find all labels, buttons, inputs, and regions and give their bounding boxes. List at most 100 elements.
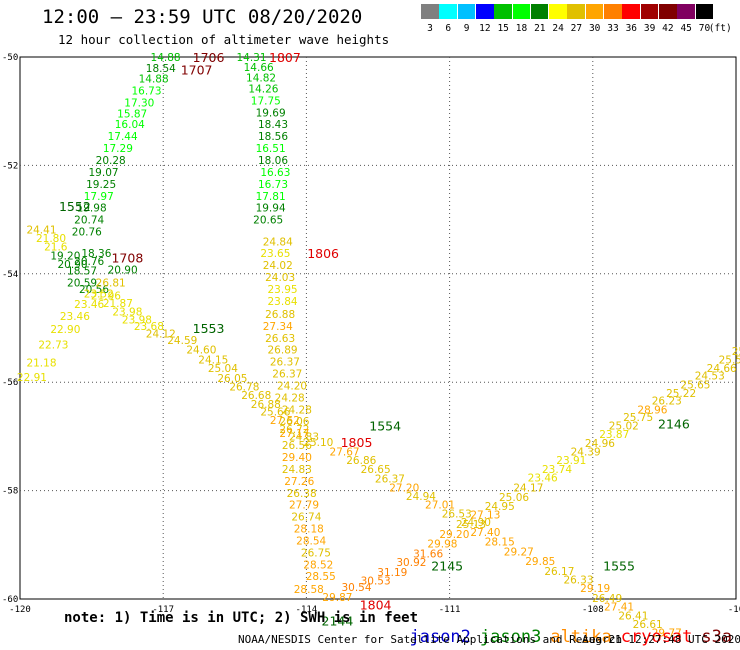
swh-value: 26.89 xyxy=(268,345,298,357)
swh-value: 20.56 xyxy=(79,284,109,296)
swh-value: 27.52 xyxy=(270,415,300,427)
generated-timestamp: Aug 21 12:27:48 UTC 2020 xyxy=(582,633,740,646)
swh-value: 20.59 xyxy=(67,277,97,289)
swh-value: 23.46 xyxy=(74,299,104,311)
swh-value: 27.13 xyxy=(470,509,500,521)
legend-tick-label: 3 xyxy=(427,23,433,34)
swh-value: 17.44 xyxy=(108,131,138,143)
swh-value: 22.91 xyxy=(17,372,47,384)
swh-value: 27.79 xyxy=(289,500,319,512)
swh-value: 25.65 xyxy=(680,379,710,391)
satellite-jason3: jason3 xyxy=(479,627,542,647)
swh-value: 23.74 xyxy=(542,464,572,476)
swh-value: 24.28 xyxy=(275,392,305,404)
swh-value: 24.83 xyxy=(282,464,312,476)
swh-value: 27.01 xyxy=(425,500,455,512)
swh-value: 23.98 xyxy=(122,314,152,326)
swh-value: 25.06 xyxy=(499,492,529,504)
grid-lines xyxy=(20,57,736,599)
swh-value: 29.19 xyxy=(580,583,610,595)
swh-value: 21.87 xyxy=(103,298,133,310)
swh-value: 29.77 xyxy=(652,628,682,640)
swh-value: 30.54 xyxy=(341,582,371,594)
swh-value: 20.90 xyxy=(57,259,87,271)
legend-tick-label: 27 xyxy=(570,23,583,34)
satellite-cryosat: cryosat xyxy=(620,627,693,647)
swh-value: 20.90 xyxy=(108,264,138,276)
swh-value: 26.63 xyxy=(265,333,295,345)
swh-value: 16.51 xyxy=(256,143,286,155)
x-tick-label: -108 xyxy=(582,605,604,615)
legend-swatch xyxy=(658,4,677,19)
swh-value: 24.60 xyxy=(186,345,216,357)
pass-time-label: 2145 xyxy=(431,558,463,573)
swh-value: 31.66 xyxy=(413,548,443,560)
swh-value: 20.76 xyxy=(74,256,104,268)
swh-value: 26.33 xyxy=(563,574,593,586)
legend-swatch xyxy=(530,4,549,19)
swh-value: 14.88 xyxy=(151,52,181,64)
swh-value: 27.26 xyxy=(284,476,314,488)
swh-value: 14.82 xyxy=(246,73,276,85)
swh-value: 31.19 xyxy=(377,567,407,579)
legend-tick-label: 33 xyxy=(607,23,619,34)
swh-value: 26.74 xyxy=(291,512,321,524)
swh-value: 18.56 xyxy=(258,131,288,143)
swh-value: 22.73 xyxy=(38,339,68,351)
legend-tick-label: 12 xyxy=(479,23,491,34)
legend-swatch xyxy=(512,4,531,19)
swh-value: 18.06 xyxy=(258,155,288,167)
swh-value: 26.49 xyxy=(592,593,622,605)
swh-value: 28.18 xyxy=(294,524,324,536)
pass-time-label: 1708 xyxy=(111,251,143,266)
swh-value: 29.27 xyxy=(504,546,534,558)
swh-value: 27.40 xyxy=(470,527,500,539)
swh-value: 26.41 xyxy=(618,610,648,622)
swh-value: 21.6 xyxy=(44,242,68,254)
swh-value: 25.58 xyxy=(719,354,740,366)
swh-value: 16.73 xyxy=(131,86,161,98)
swh-value: 25.66 xyxy=(260,406,290,418)
swh-value: 23.52 xyxy=(84,288,114,300)
swh-value: 20.65 xyxy=(253,215,283,227)
legend-swatch xyxy=(695,4,714,19)
swh-value: 28.55 xyxy=(306,571,336,583)
swh-value: 26.23 xyxy=(652,396,682,408)
pass-time-label: 1807 xyxy=(269,50,301,65)
x-tick-label: -120 xyxy=(9,605,31,615)
swh-value: 25.02 xyxy=(609,421,639,433)
swh-value: 20.76 xyxy=(72,227,102,239)
legend-tick-label: 42 xyxy=(662,23,674,34)
satellite-legend: jason2 jason3 altika cryosat s3a xyxy=(389,607,740,647)
plot-frame xyxy=(19,56,737,600)
swh-value: 17.30 xyxy=(124,98,154,110)
legend-tick-label: 45 xyxy=(680,23,692,34)
swh-value: 24.90 xyxy=(461,517,491,529)
data-points: 24.4121.8021.619.2020.9018.5720.7618.362… xyxy=(17,52,740,640)
swh-value: 26.38 xyxy=(287,488,317,500)
swh-value: 23.65 xyxy=(260,248,290,260)
swh-value: 24.39 xyxy=(571,447,601,459)
legend-swatch xyxy=(677,4,695,19)
chart-title: 12:00 — 23:59 UTC 08/20/2020 xyxy=(42,6,363,28)
swh-value: 21.18 xyxy=(26,358,56,370)
pass-time-label: 2146 xyxy=(658,416,690,431)
x-tick-label: -10 xyxy=(728,605,740,615)
credit-line: NOAA/NESDIS Center for Satellite Applica… xyxy=(238,633,623,646)
swh-value: 19.20 xyxy=(50,250,80,262)
legend-swatch xyxy=(549,4,567,19)
swh-value: 29.20 xyxy=(439,529,469,541)
y-tick-label: -50 xyxy=(2,53,18,63)
swh-value: 20.74 xyxy=(74,215,104,227)
swh-value: 24.59 xyxy=(167,335,197,347)
swh-value: 29.40 xyxy=(282,452,312,464)
swh-value: 14.31 xyxy=(236,52,266,64)
legend-swatch xyxy=(567,4,586,19)
swh-value: 16.04 xyxy=(115,119,145,131)
swh-value: 27.17 xyxy=(279,428,309,440)
pass-time-label: 1553 xyxy=(193,321,225,336)
swh-value: 21.96 xyxy=(91,290,121,302)
swh-value: 25.10 xyxy=(303,437,333,449)
legend-swatch xyxy=(475,4,494,19)
swh-value: 24.96 xyxy=(585,438,615,450)
